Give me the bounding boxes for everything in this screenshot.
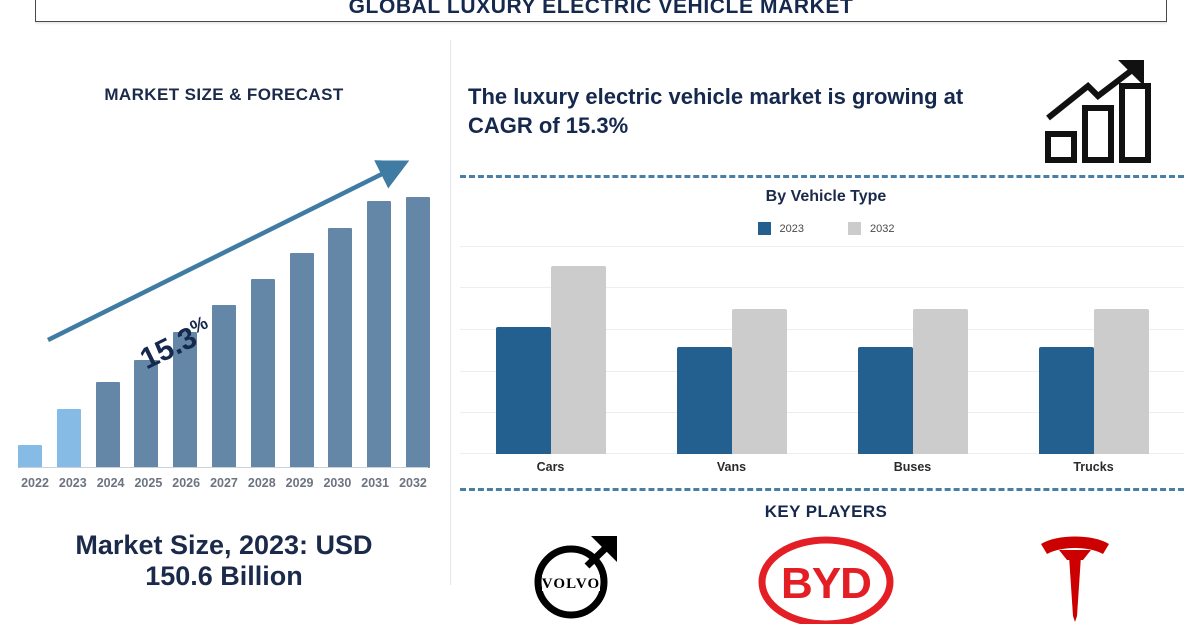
svg-text:BYD: BYD xyxy=(781,559,871,608)
vehicle-type-bar xyxy=(731,309,787,454)
title-frame: GLOBAL LUXURY ELECTRIC VEHICLE MARKET xyxy=(35,0,1167,22)
gridline xyxy=(460,371,1184,372)
vehicle-type-bar-groups xyxy=(460,246,1184,454)
vehicle-type-category-labels: Cars Vans Buses Trucks xyxy=(460,460,1184,474)
gridline xyxy=(460,412,1184,413)
forecast-bar xyxy=(18,444,42,468)
vehicle-type-bar-chart: Cars Vans Buses Trucks xyxy=(460,246,1184,488)
title-shadow xyxy=(35,22,1167,25)
forecast-year-label: 2030 xyxy=(323,476,352,490)
market-size-line-2: 150.6 Billion xyxy=(145,561,303,592)
legend-swatch xyxy=(757,222,771,235)
vehicle-type-bar xyxy=(1093,309,1149,454)
vehicle-type-bar xyxy=(912,309,968,454)
forecast-year-label: 2032 xyxy=(399,476,427,490)
market-size-forecast-panel: MARKET SIZE & FORECAST 2022 2023 2024 2025 2… xyxy=(0,30,448,600)
forecast-bar xyxy=(211,304,236,468)
forecast-year-label: 2028 xyxy=(247,476,276,490)
vehicle-type-group xyxy=(822,246,1003,454)
forecast-bar-chart: 2022 2023 2024 2025 2026 2027 2028 2029 2030 2031… xyxy=(18,150,430,490)
vehicle-type-group xyxy=(641,246,822,454)
vehicle-type-bar xyxy=(495,327,551,454)
forecast-bar xyxy=(134,359,159,468)
forecast-bar xyxy=(250,278,275,468)
vehicle-type-category-label: Buses xyxy=(893,460,932,474)
gridline xyxy=(460,246,1184,247)
column-divider xyxy=(450,40,451,585)
key-players-logos: VOLVO BYD xyxy=(452,528,1200,630)
page-title: GLOBAL LUXURY ELECTRIC VEHICLE MARKET xyxy=(348,0,854,18)
forecast-year-label: 2025 xyxy=(134,476,163,490)
vehicle-type-chart-title: By Vehicle Type xyxy=(765,188,887,205)
forecast-bar xyxy=(405,196,430,468)
legend-label: 2023 xyxy=(779,222,804,235)
key-player-byd: BYD xyxy=(741,528,911,628)
volvo-logo-icon: VOLVO xyxy=(534,536,617,619)
divider-top xyxy=(460,175,1184,178)
vehicle-type-bar xyxy=(1038,347,1094,454)
forecast-year-label: 2026 xyxy=(172,476,201,490)
forecast-bar xyxy=(367,200,392,468)
forecast-bar xyxy=(56,409,81,468)
vehicle-type-group xyxy=(460,246,641,454)
market-overview-panel: The luxury electric vehicle market is gr… xyxy=(452,30,1200,624)
legend-item-2032[interactable]: 2032 xyxy=(848,222,894,235)
market-size-forecast-heading: MARKET SIZE & FORECAST xyxy=(104,85,344,104)
forecast-bar xyxy=(289,252,314,468)
forecast-year-labels: 2022 2023 2024 2025 2026 2027 2028 2029 2030 2031… xyxy=(18,476,430,490)
vehicle-type-category-label: Trucks xyxy=(1073,460,1114,474)
forecast-year-label: 2027 xyxy=(210,476,238,490)
tesla-logo-icon xyxy=(1041,536,1110,622)
market-size-line-1: Market Size, 2023: USD xyxy=(75,530,373,560)
svg-text:VOLVO: VOLVO xyxy=(541,576,600,592)
divider-bottom xyxy=(460,488,1184,491)
vehicle-type-legend: 2023 2032 xyxy=(452,222,1200,235)
forecast-year-label: 2031 xyxy=(361,476,390,490)
gridline xyxy=(460,287,1184,288)
legend-label: 2032 xyxy=(870,222,895,235)
forecast-year-label: 2023 xyxy=(58,476,87,490)
cagr-headline: The luxury electric vehicle market is gr… xyxy=(468,84,964,139)
vehicle-type-category-label: Vans xyxy=(716,460,747,474)
vehicle-type-group xyxy=(1003,246,1184,454)
byd-logo-icon: BYD xyxy=(758,536,894,624)
growth-bar-arrow-icon xyxy=(1045,60,1151,163)
vehicle-type-bar xyxy=(676,347,732,454)
vehicle-type-bar xyxy=(857,347,913,454)
gridline xyxy=(460,453,1184,454)
market-size-caption: Market Size, 2023: USD 150.6 Billion xyxy=(0,530,448,593)
forecast-bar xyxy=(173,332,198,468)
vehicle-type-bar xyxy=(550,265,606,454)
key-players-title: KEY PLAYERS xyxy=(764,502,888,521)
forecast-bar xyxy=(328,228,353,468)
forecast-bar xyxy=(95,381,120,468)
key-player-tesla xyxy=(990,528,1160,628)
vehicle-type-category-label: Cars xyxy=(536,460,565,474)
forecast-bars xyxy=(18,168,430,468)
legend-item-2023[interactable]: 2023 xyxy=(757,222,804,235)
forecast-year-label: 2024 xyxy=(96,476,125,490)
forecast-axis-line xyxy=(20,467,428,468)
forecast-year-label: 2022 xyxy=(21,476,49,490)
vehicle-type-plot xyxy=(460,246,1184,454)
forecast-year-label: 2029 xyxy=(285,476,314,490)
legend-swatch xyxy=(848,222,861,235)
gridline xyxy=(460,329,1184,330)
key-player-volvo: VOLVO xyxy=(492,528,662,628)
